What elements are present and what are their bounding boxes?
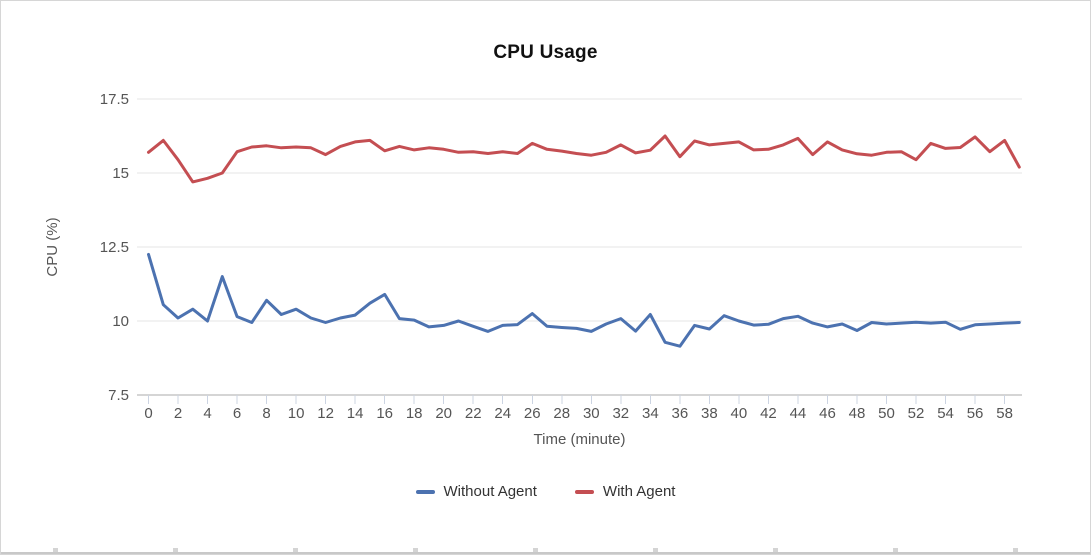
series-line-with-agent bbox=[147, 134, 1021, 184]
x-tick-label: 12 bbox=[317, 405, 334, 422]
x-tick-label: 38 bbox=[701, 405, 718, 422]
x-tick-label: 48 bbox=[849, 405, 866, 422]
x-tick-label: 16 bbox=[376, 405, 393, 422]
x-tick-label: 56 bbox=[967, 405, 984, 422]
x-tick-label: 34 bbox=[642, 405, 659, 422]
cropped-next-chart-tick-mark bbox=[533, 548, 538, 552]
x-tick-label: 20 bbox=[435, 405, 452, 422]
cropped-next-chart-tick-mark bbox=[413, 548, 418, 552]
cropped-next-chart-tick-mark bbox=[53, 548, 58, 552]
legend-item-without-agent[interactable]: Without Agent bbox=[415, 483, 537, 500]
y-tick-label: 7.5 bbox=[108, 387, 129, 404]
legend-item-with-agent[interactable]: With Agent bbox=[574, 483, 676, 500]
x-tick-label: 22 bbox=[465, 405, 482, 422]
cropped-next-chart-tick-mark bbox=[173, 548, 178, 552]
x-tick-label: 40 bbox=[731, 405, 748, 422]
y-tick-label: 10 bbox=[112, 313, 129, 330]
x-tick-label: 14 bbox=[347, 405, 364, 422]
x-tick-label: 46 bbox=[819, 405, 836, 422]
legend-label: Without Agent bbox=[443, 483, 537, 500]
y-tick-label: 15 bbox=[112, 165, 129, 182]
x-tick-label: 32 bbox=[612, 405, 629, 422]
cropped-next-chart-tick-mark bbox=[293, 548, 298, 552]
x-tick-label: 44 bbox=[790, 405, 807, 422]
x-tick-label: 28 bbox=[553, 405, 570, 422]
x-tick-label: 26 bbox=[524, 405, 541, 422]
x-tick-label: 58 bbox=[996, 405, 1013, 422]
cropped-next-chart-tick-mark bbox=[773, 548, 778, 552]
x-tick-label: 4 bbox=[203, 405, 211, 422]
x-tick-label: 2 bbox=[174, 405, 182, 422]
series-line-without-agent bbox=[147, 252, 1021, 348]
x-tick-label: 6 bbox=[233, 405, 241, 422]
y-tick-label: 17.5 bbox=[100, 91, 129, 108]
x-axis-title: Time (minute) bbox=[534, 431, 626, 448]
without-agent-line-swatch-icon bbox=[415, 489, 435, 494]
x-tick-label: 18 bbox=[406, 405, 423, 422]
cropped-next-chart-tick-mark bbox=[1013, 548, 1018, 552]
cropped-next-chart-axis-line bbox=[1, 552, 1090, 554]
x-tick-label: 10 bbox=[288, 405, 305, 422]
x-tick-label: 50 bbox=[878, 405, 895, 422]
x-tick-label: 42 bbox=[760, 405, 777, 422]
cropped-next-chart-tick-mark bbox=[653, 548, 658, 552]
cropped-next-chart-tick-mark bbox=[893, 548, 898, 552]
y-tick-label: 12.5 bbox=[100, 239, 129, 256]
chart-legend: Without Agent With Agent bbox=[1, 483, 1090, 500]
chart-title: CPU Usage bbox=[493, 42, 598, 63]
x-tick-label: 24 bbox=[494, 405, 511, 422]
y-axis-title: CPU (%) bbox=[44, 217, 61, 276]
x-tick-label: 0 bbox=[144, 405, 152, 422]
x-tick-label: 8 bbox=[262, 405, 270, 422]
with-agent-line-swatch-icon bbox=[574, 489, 594, 494]
x-tick-label: 54 bbox=[937, 405, 954, 422]
x-tick-label: 36 bbox=[672, 405, 689, 422]
legend-label: With Agent bbox=[602, 483, 676, 500]
x-tick-label: 30 bbox=[583, 405, 600, 422]
x-tick-label: 52 bbox=[908, 405, 925, 422]
